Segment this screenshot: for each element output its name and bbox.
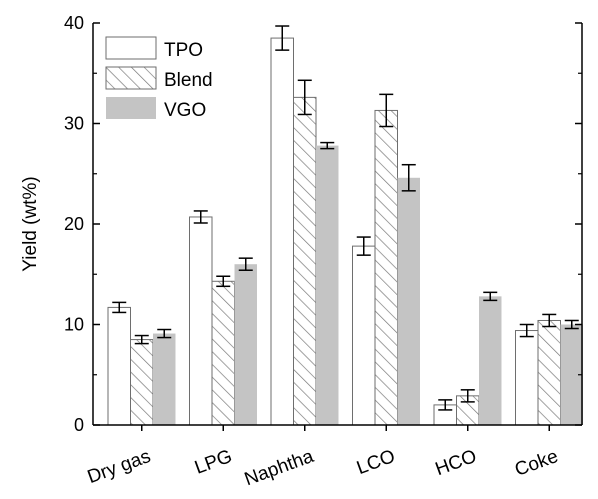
legend: TPO Blend VGO xyxy=(105,36,213,121)
error-bar-tpo-hco xyxy=(438,399,453,411)
bar-vgo-lco xyxy=(397,177,420,425)
bar-blend-naphtha xyxy=(293,96,317,426)
bar-vgo-hco xyxy=(479,296,502,425)
bar-vgo-coke xyxy=(560,324,583,425)
error-bar-tpo-lpg xyxy=(193,210,208,224)
y-tick-label-10: 10 xyxy=(64,315,84,335)
bar-blend-dry-gas xyxy=(130,339,154,426)
error-bar-tpo-lco xyxy=(356,236,371,256)
y-axis-title: Yield (wt%) xyxy=(20,176,41,271)
x-tick-label-coke: Coke xyxy=(512,446,561,481)
error-bar-blend-hco xyxy=(460,389,475,403)
bar-vgo-lpg xyxy=(234,264,257,425)
y-tick-label-30: 30 xyxy=(64,114,84,134)
x-tick-label-dry-gas: Dry gas xyxy=(85,446,154,488)
y-tick-label-20: 20 xyxy=(64,214,84,234)
x-tick-label-lco: LCO xyxy=(354,446,398,479)
legend-swatch-tpo xyxy=(105,36,157,60)
legend-label-vgo: VGO xyxy=(164,100,206,121)
error-bar-vgo-coke xyxy=(564,319,579,330)
bar-vgo-naphtha xyxy=(316,145,339,426)
error-bar-blend-dry-gas xyxy=(134,334,149,345)
axes-layer xyxy=(92,22,583,431)
x-tick-label-lpg: LPG xyxy=(192,446,235,479)
bar-tpo-lco xyxy=(352,245,376,426)
bar-tpo-coke xyxy=(515,330,539,426)
legend-label-tpo: TPO xyxy=(164,40,203,61)
error-bar-blend-naphtha xyxy=(297,79,312,116)
bar-tpo-naphtha xyxy=(270,37,294,426)
legend-item-blend: Blend xyxy=(105,66,213,91)
bar-blend-lco xyxy=(374,109,398,426)
bars-layer xyxy=(107,37,583,426)
error-bar-vgo-hco xyxy=(483,291,498,302)
error-bar-tpo-coke xyxy=(519,323,534,338)
error-bars-layer xyxy=(112,25,579,411)
error-bar-vgo-naphtha xyxy=(320,141,335,150)
error-bar-tpo-dry-gas xyxy=(112,301,127,314)
legend-swatch-vgo xyxy=(106,97,156,119)
error-bar-vgo-lpg xyxy=(238,257,253,271)
y-tick-label-0: 0 xyxy=(74,415,84,435)
error-bar-vgo-lco xyxy=(401,163,416,192)
bar-blend-lpg xyxy=(211,280,235,426)
bar-tpo-lpg xyxy=(189,216,213,426)
error-bar-blend-lco xyxy=(379,93,394,128)
error-bar-tpo-naphtha xyxy=(275,25,290,51)
legend-item-tpo: TPO xyxy=(105,36,203,61)
bar-blend-coke xyxy=(537,319,561,426)
error-bar-vgo-dry-gas xyxy=(157,328,172,339)
legend-label-blend: Blend xyxy=(164,70,213,91)
legend-swatch-blend xyxy=(105,66,157,90)
legend-item-vgo: VGO xyxy=(106,97,206,121)
error-bar-blend-coke xyxy=(542,313,557,328)
bar-vgo-dry-gas xyxy=(153,333,176,425)
y-tick-label-40: 40 xyxy=(64,13,84,33)
x-tick-label-hco: HCO xyxy=(433,446,480,480)
x-tick-label-naphtha: Naphtha xyxy=(242,446,317,490)
error-bar-blend-lpg xyxy=(216,275,231,288)
bar-tpo-dry-gas xyxy=(107,306,131,426)
